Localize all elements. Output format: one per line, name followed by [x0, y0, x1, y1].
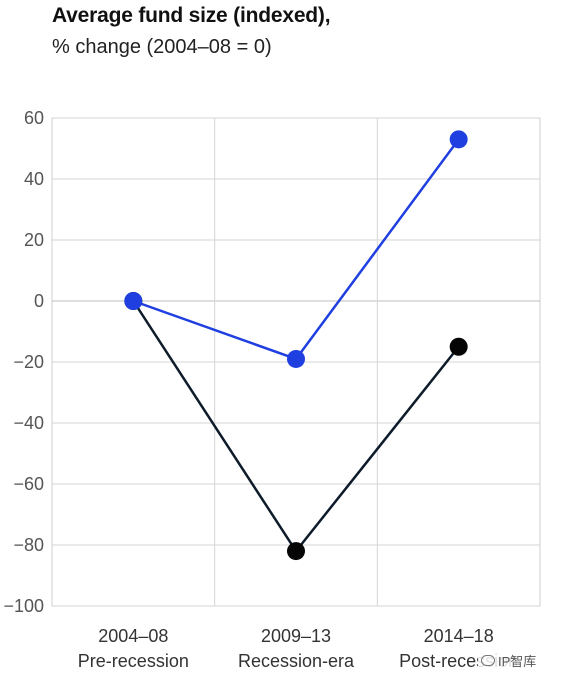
watermark: IP智库 — [478, 650, 540, 671]
watermark-text: IP智库 — [498, 654, 537, 669]
grid-layer — [51, 117, 541, 607]
series-2-point — [449, 337, 468, 356]
chart-subtitle: % change (2004–08 = 0) — [52, 36, 272, 58]
x-tick-label: Recession-era — [238, 651, 355, 671]
series-2-line — [132, 300, 460, 553]
y-tick-label: 40 — [24, 169, 44, 189]
y-tick-label: −100 — [3, 596, 44, 616]
x-tick-label: Pre-recession — [78, 651, 189, 671]
y-axis-labels: 60 40 20 0 −20 −40 −60 −80 −100 — [3, 108, 44, 616]
series-layer — [124, 130, 468, 561]
wechat-icon — [481, 655, 495, 666]
x-tick-period: 2009–13 — [261, 626, 331, 646]
x-tick-period: 2014–18 — [424, 626, 494, 646]
y-tick-label: −20 — [13, 352, 44, 372]
y-tick-label: 60 — [24, 108, 44, 128]
chart-title: Average fund size (indexed), — [52, 4, 331, 27]
x-tick-period: 2004–08 — [98, 626, 168, 646]
y-tick-label: −80 — [13, 535, 44, 555]
y-tick-label: −40 — [13, 413, 44, 433]
series-1-line — [132, 138, 460, 361]
y-tick-label: 0 — [34, 291, 44, 311]
series-1-point — [124, 292, 143, 310]
series-1-point — [449, 130, 468, 149]
x-axis-labels: 2004–08 Pre-recession 2009–13 Recession-era… — [78, 626, 518, 671]
series-2-point — [287, 542, 305, 561]
y-tick-label: −60 — [13, 474, 44, 494]
series-1-point — [287, 349, 305, 368]
y-tick-label: 20 — [24, 230, 44, 250]
